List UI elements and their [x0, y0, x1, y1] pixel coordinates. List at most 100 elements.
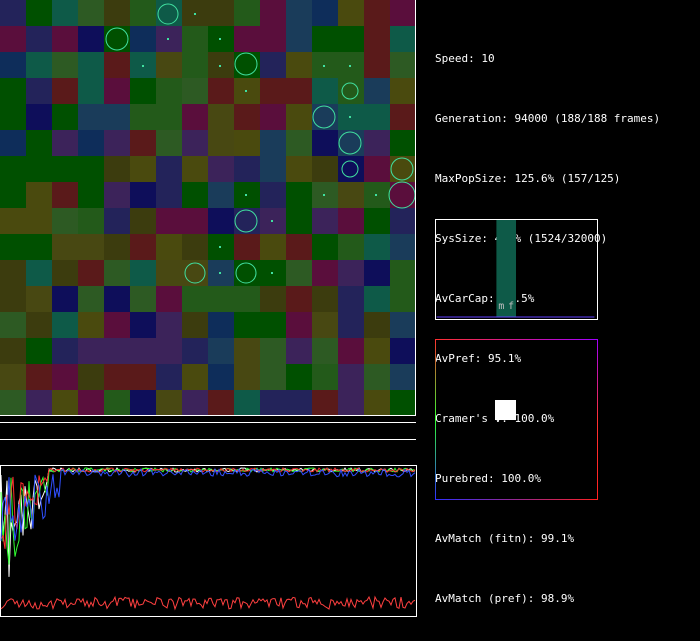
pref-border-right	[597, 339, 598, 500]
habitat-cell	[390, 26, 416, 53]
purebred-readout: Purebred: 100.0%	[435, 472, 541, 485]
habitat-cell	[104, 364, 131, 391]
habitat-cell	[78, 286, 105, 313]
habitat-cell	[104, 390, 131, 416]
habitat-cell	[338, 364, 365, 391]
habitat-cell	[0, 26, 27, 53]
habitat-cell	[208, 130, 235, 157]
habitat-cell	[52, 156, 79, 183]
organism-dot	[219, 65, 221, 67]
habitat-cell	[156, 234, 183, 261]
generation-readout: Generation: 94000 (188/188 frames)	[435, 112, 661, 125]
habitat-cell	[260, 78, 287, 105]
history-plot	[0, 465, 417, 617]
organism-circle	[184, 262, 206, 284]
habitat-cell	[26, 78, 53, 105]
habitat-cell	[156, 156, 183, 183]
organism-dot	[142, 65, 144, 67]
pref-border-left	[435, 339, 436, 500]
habitat-cell	[208, 0, 235, 27]
habitat-cell	[156, 52, 183, 79]
habitat-cell	[312, 390, 339, 416]
habitat-cell	[0, 338, 27, 365]
habitat-cell	[78, 26, 105, 53]
preference-map	[435, 339, 598, 500]
habitat-cell	[208, 208, 235, 235]
habitat-cell	[260, 52, 287, 79]
habitat-cell	[286, 338, 313, 365]
habitat-cell	[104, 0, 131, 27]
habitat-cell	[390, 234, 416, 261]
habitat-cell	[0, 182, 27, 209]
habitat-cell	[182, 364, 209, 391]
habitat-cell	[156, 26, 183, 53]
habitat-cell	[130, 286, 157, 313]
habitat-cell	[78, 364, 105, 391]
habitat-cell	[286, 78, 313, 105]
habitat-cell	[208, 260, 235, 287]
habitat-cell	[286, 182, 313, 209]
habitat-cell	[52, 52, 79, 79]
habitat-cell	[156, 338, 183, 365]
habitat-cell	[156, 208, 183, 235]
max-pop-size-readout: MaxPopSize: 125.6% (157/125)	[435, 172, 621, 185]
habitat-cell	[78, 390, 105, 416]
habitat-cell	[234, 78, 261, 105]
habitat-cell	[312, 156, 339, 183]
habitat-cell	[78, 52, 105, 79]
organism-dot	[219, 38, 221, 40]
pref-border-top	[435, 339, 598, 340]
habitat-cell	[338, 390, 365, 416]
habitat-cell	[234, 130, 261, 157]
habitat-cell	[390, 78, 416, 105]
trace-red-bottom	[0, 595, 416, 611]
habitat-cell	[52, 0, 79, 27]
female-label: f	[508, 301, 514, 312]
habitat-cell	[78, 260, 105, 287]
habitat-cell	[0, 104, 27, 131]
organism-dot	[167, 38, 169, 40]
habitat-cell	[286, 130, 313, 157]
habitat-cell	[156, 390, 183, 416]
habitat-cell	[364, 260, 391, 287]
habitat-cell	[0, 0, 27, 27]
organism-circle	[234, 209, 258, 233]
habitat-cell	[260, 26, 287, 53]
habitat-cell	[338, 0, 365, 27]
habitat-cell	[312, 52, 339, 79]
habitat-cell	[78, 338, 105, 365]
habitat-cell	[78, 78, 105, 105]
organism-circle	[105, 27, 129, 51]
habitat-cell	[260, 0, 287, 27]
habitat-cell	[130, 312, 157, 339]
trace-white	[0, 467, 416, 577]
habitat-cell	[390, 312, 416, 339]
habitat-cell	[182, 104, 209, 131]
habitat-cell	[364, 78, 391, 105]
habitat-cell	[26, 208, 53, 235]
habitat-cell	[104, 26, 131, 53]
habitat-cell	[52, 234, 79, 261]
habitat-cell	[234, 312, 261, 339]
habitat-cell	[338, 338, 365, 365]
habitat-cell	[130, 104, 157, 131]
habitat-cell	[286, 390, 313, 416]
habitat-cell	[78, 0, 105, 27]
habitat-cell	[364, 286, 391, 313]
habitat-cell	[286, 208, 313, 235]
habitat-cell	[130, 182, 157, 209]
habitat-cell	[52, 78, 79, 105]
habitat-cell	[390, 52, 416, 79]
habitat-cell	[104, 78, 131, 105]
habitat-cell	[52, 390, 79, 416]
habitat-cell	[52, 338, 79, 365]
habitat-cell	[208, 338, 235, 365]
habitat-cell	[312, 130, 339, 157]
organism-dot	[323, 194, 325, 196]
habitat-cell	[52, 208, 79, 235]
habitat-cell	[338, 260, 365, 287]
habitat-cell	[0, 208, 27, 235]
habitat-cell	[208, 52, 235, 79]
habitat-cell	[286, 156, 313, 183]
habitat-cell	[26, 156, 53, 183]
